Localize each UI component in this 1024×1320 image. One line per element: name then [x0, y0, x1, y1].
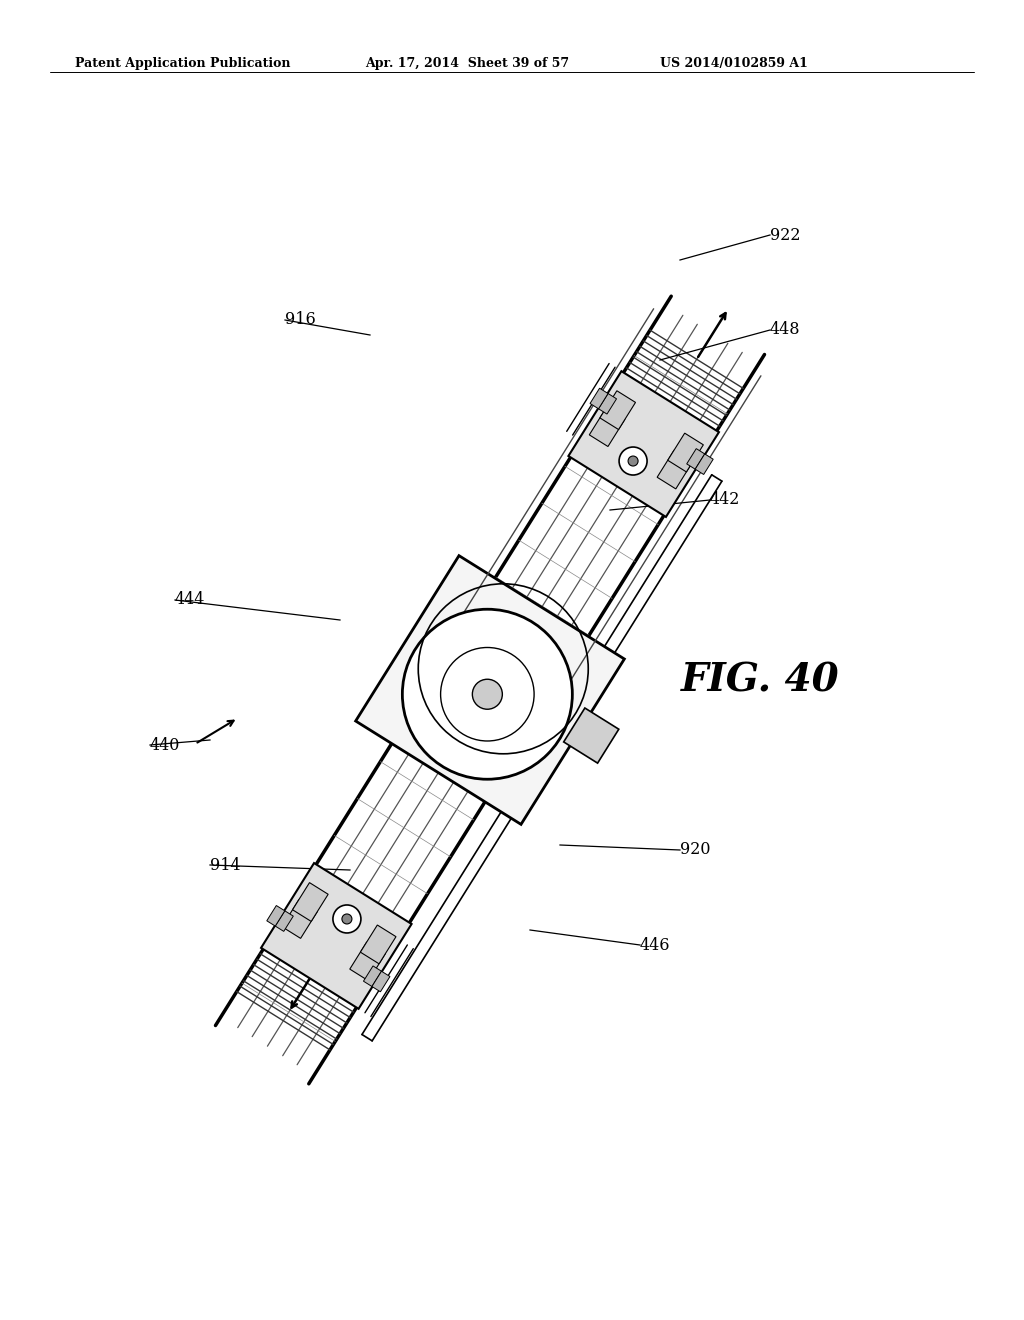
- Polygon shape: [282, 899, 317, 939]
- Text: FIG. 40: FIG. 40: [681, 661, 840, 700]
- Polygon shape: [372, 972, 390, 991]
- Polygon shape: [657, 450, 693, 488]
- Polygon shape: [261, 863, 412, 1008]
- Text: 446: 446: [640, 936, 671, 953]
- Polygon shape: [355, 556, 625, 825]
- Text: 920: 920: [680, 842, 711, 858]
- Polygon shape: [275, 911, 293, 932]
- Text: Patent Application Publication: Patent Application Publication: [75, 57, 291, 70]
- Text: 442: 442: [710, 491, 740, 508]
- Polygon shape: [293, 883, 328, 921]
- Polygon shape: [589, 408, 625, 446]
- Text: 916: 916: [285, 312, 315, 329]
- Text: 448: 448: [770, 322, 801, 338]
- Text: 922: 922: [770, 227, 801, 243]
- Circle shape: [402, 610, 572, 779]
- Polygon shape: [668, 433, 703, 473]
- Circle shape: [342, 913, 352, 924]
- Polygon shape: [364, 966, 382, 986]
- Text: Apr. 17, 2014  Sheet 39 of 57: Apr. 17, 2014 Sheet 39 of 57: [365, 57, 569, 70]
- Circle shape: [472, 680, 503, 709]
- Text: 914: 914: [210, 857, 241, 874]
- Circle shape: [620, 447, 647, 475]
- Text: 444: 444: [175, 591, 206, 609]
- Circle shape: [440, 648, 535, 741]
- Text: 440: 440: [150, 737, 180, 754]
- Text: US 2014/0102859 A1: US 2014/0102859 A1: [660, 57, 808, 70]
- Polygon shape: [590, 388, 608, 409]
- Circle shape: [333, 906, 360, 933]
- Polygon shape: [598, 393, 616, 414]
- Polygon shape: [687, 449, 705, 469]
- Polygon shape: [360, 925, 396, 964]
- Polygon shape: [350, 942, 385, 981]
- Polygon shape: [568, 371, 719, 517]
- Circle shape: [628, 455, 638, 466]
- Polygon shape: [563, 708, 618, 763]
- Polygon shape: [267, 906, 285, 927]
- Polygon shape: [600, 391, 636, 429]
- Polygon shape: [695, 454, 713, 474]
